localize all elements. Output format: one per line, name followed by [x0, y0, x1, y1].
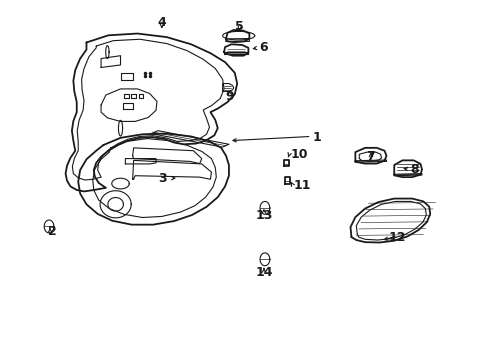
- Text: 5: 5: [235, 20, 244, 33]
- Text: 14: 14: [255, 266, 272, 279]
- Text: 7: 7: [366, 150, 374, 163]
- Text: 10: 10: [290, 148, 307, 162]
- Text: 12: 12: [388, 231, 406, 244]
- Text: 11: 11: [292, 179, 310, 192]
- Text: 6: 6: [259, 41, 267, 54]
- Text: 9: 9: [225, 90, 234, 103]
- Text: 1: 1: [312, 131, 321, 144]
- Text: 4: 4: [157, 16, 166, 29]
- Text: 13: 13: [255, 209, 272, 222]
- Text: 2: 2: [47, 225, 56, 238]
- Text: 8: 8: [409, 163, 418, 176]
- Text: 3: 3: [158, 172, 166, 185]
